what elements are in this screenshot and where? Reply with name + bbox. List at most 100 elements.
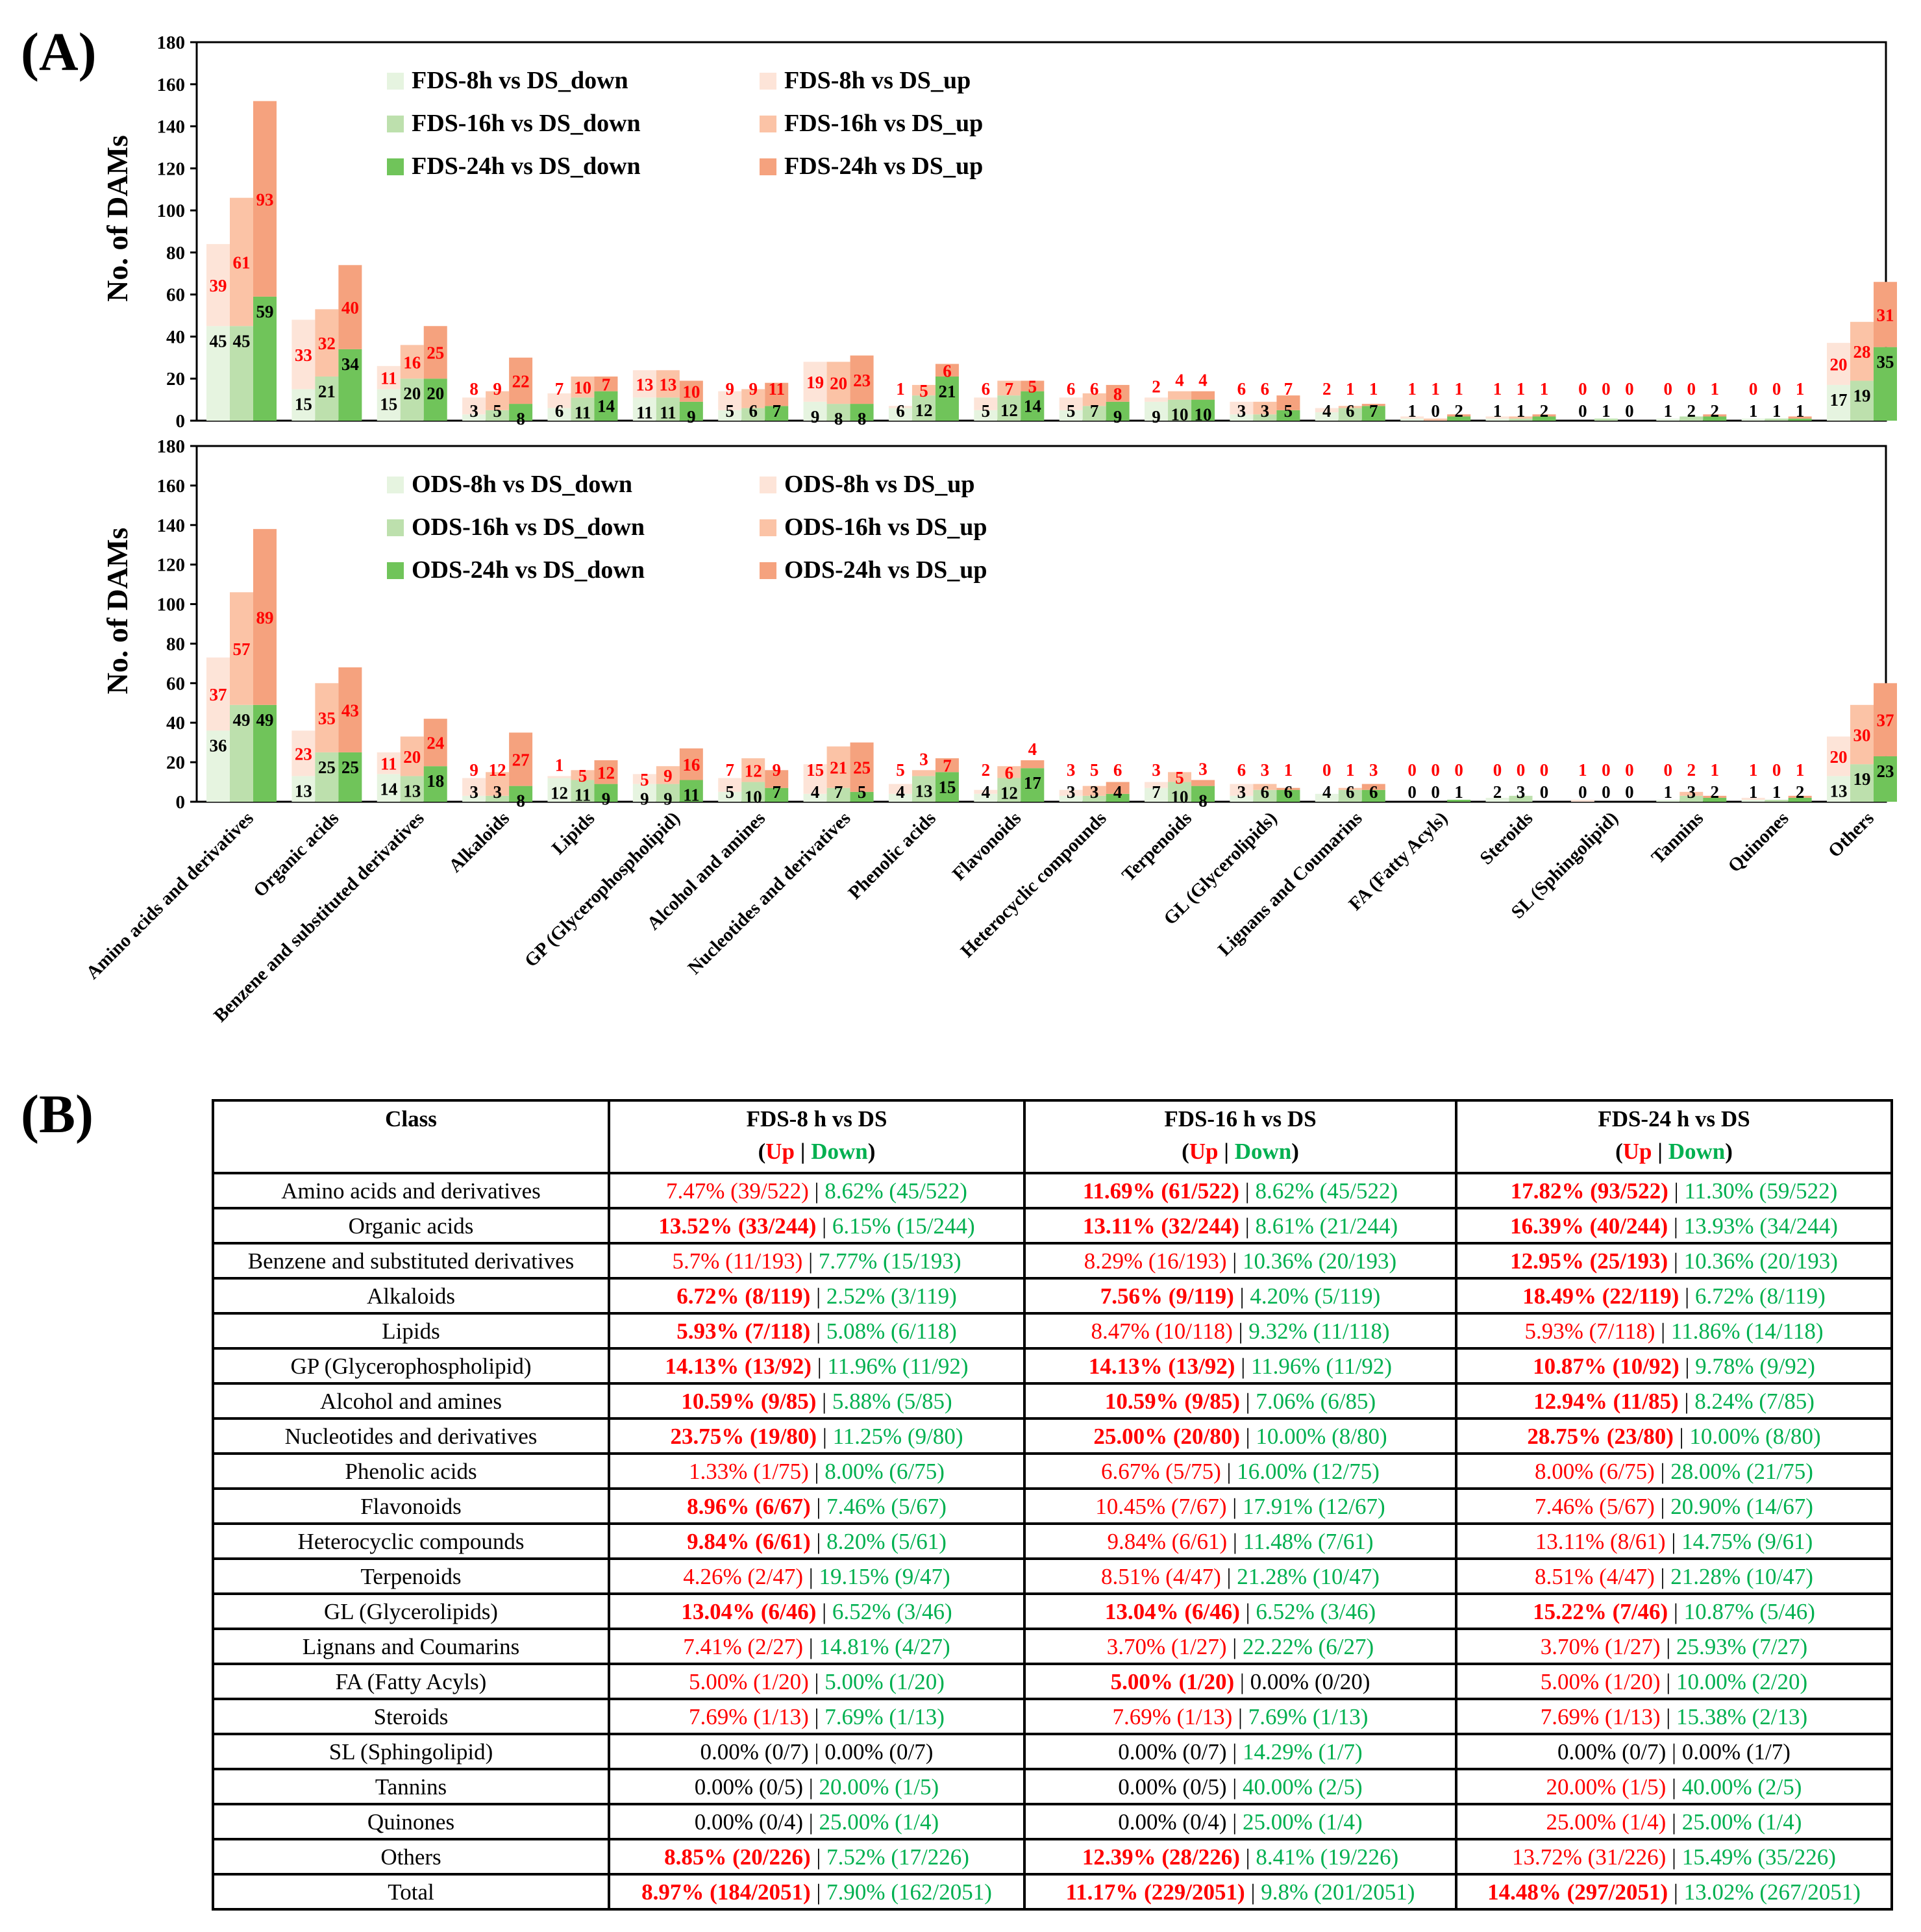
data-label-down: 7 — [772, 401, 781, 421]
separator: | — [1239, 1598, 1256, 1624]
data-label-up: 1 — [1407, 379, 1417, 399]
data-label-down: 20 — [427, 384, 444, 403]
up-value: 10.45% (7/67) — [1095, 1493, 1227, 1519]
data-label-up: 6 — [943, 361, 952, 380]
data-label-up: 5 — [1028, 377, 1037, 397]
bar-ods-down — [1485, 797, 1509, 802]
down-value: 21.28% (10/47) — [1670, 1563, 1813, 1589]
data-label-down: 1 — [1796, 401, 1805, 421]
data-label-down: 1 — [1517, 401, 1526, 421]
class-cell: GL (Glycerolipids) — [212, 1592, 610, 1630]
down-value: 6.72% (8/119) — [1694, 1283, 1826, 1309]
up-value: 0.00% (0/5) — [694, 1774, 803, 1800]
down-value: 25.00% (1/4) — [1681, 1809, 1802, 1835]
bar-ods-up — [1361, 784, 1385, 790]
separator: | — [1654, 1493, 1671, 1519]
data-label-up: 2 — [1152, 377, 1161, 396]
bar-fds-up — [291, 319, 316, 390]
bar-fds-up — [888, 406, 912, 408]
down-value: 10.87% (5/46) — [1683, 1598, 1815, 1624]
separator: | — [1660, 1668, 1676, 1694]
down-value: 28.00% (21/75) — [1670, 1458, 1813, 1484]
bar-fds-up — [718, 391, 742, 410]
data-label-up: 4 — [1198, 371, 1208, 390]
class-cell: Steroids — [212, 1698, 610, 1735]
data-label-down: 5 — [725, 782, 734, 802]
bar-ods-down — [826, 787, 850, 802]
up-value: 7.41% (2/27) — [683, 1633, 803, 1659]
up-value: 12.95% (25/193) — [1510, 1248, 1668, 1274]
bar-fds-down — [656, 397, 680, 421]
data-label-down: 2 — [1687, 401, 1696, 421]
value-cell: 13.04% (6/46) | 6.52% (3/46) — [608, 1592, 1026, 1630]
data-label-down: 4 — [1322, 401, 1332, 421]
data-label-down: 9 — [1152, 407, 1161, 427]
down-value: 9.78% (9/92) — [1695, 1353, 1815, 1379]
table-row: Organic acids 13.52% (33/244) | 6.15% (15… — [212, 1207, 1893, 1245]
bar-fds-down — [1850, 380, 1874, 421]
bar-fds-down — [1509, 418, 1533, 421]
down-value: 0.00% (0/20) — [1250, 1668, 1370, 1694]
up-value: 10.87% (10/92) — [1533, 1353, 1679, 1379]
up-value: 13.04% (6/46) — [1104, 1598, 1240, 1624]
separator: | — [1227, 1528, 1243, 1554]
data-label-down: 3 — [1517, 782, 1526, 802]
bar-fds-down — [1276, 410, 1300, 421]
legend-label: ODS-8h vs DS_down — [412, 471, 632, 498]
bar-fds-up — [253, 101, 277, 297]
data-label-up: 3 — [919, 749, 928, 769]
bar-fds-up — [547, 393, 571, 408]
value-cell: 7.69% (1/13) | 15.38% (2/13) — [1455, 1698, 1893, 1735]
down-value: 2.52% (3/119) — [826, 1283, 957, 1309]
separator: | — [1665, 1528, 1682, 1554]
up-value: 0.00% (0/4) — [694, 1809, 803, 1835]
bar-ods-up — [656, 766, 680, 784]
data-label-down: 36 — [210, 736, 227, 755]
bar-ods-up — [974, 789, 998, 794]
up-value: 14.13% (13/92) — [665, 1353, 812, 1379]
data-label-up: 3 — [1369, 760, 1378, 780]
bar-fds-down — [679, 401, 703, 421]
data-label-up: 9 — [663, 766, 673, 786]
bar-fds-down — [888, 408, 912, 421]
bar-fds-up — [974, 397, 998, 410]
class-cell: Amino acids and derivatives — [212, 1172, 610, 1209]
up-value: 8.96% (6/67) — [687, 1493, 811, 1519]
data-label-up: 20 — [1830, 355, 1848, 375]
value-cell: 5.7% (11/193) | 7.77% (15/193) — [608, 1242, 1026, 1280]
separator: | — [1679, 1353, 1696, 1379]
value-cell: 9.84% (6/61) | 11.48% (7/61) — [1023, 1522, 1457, 1560]
data-label-down: 49 — [233, 710, 251, 730]
data-label-down: 11 — [575, 786, 591, 805]
separator: | — [1239, 1844, 1256, 1870]
bar-fds-down — [1827, 384, 1850, 421]
value-cell: 6.72% (8/119) | 2.52% (3/119) — [608, 1277, 1026, 1315]
y-tick-label-fds: 0 — [176, 411, 186, 432]
separator: | — [1668, 1598, 1684, 1624]
separator: | — [1226, 1809, 1243, 1835]
separator: | — [1226, 1739, 1243, 1765]
value-cell: 14.13% (13/92) | 11.96% (11/92) — [1023, 1347, 1457, 1385]
y-tick-label-fds: 60 — [166, 285, 185, 306]
down-value: 6.52% (3/46) — [832, 1598, 952, 1624]
up-value: 5.00% (1/20) — [1110, 1668, 1235, 1694]
bar-ods-up — [935, 758, 959, 773]
down-value: 0.00% (0/7) — [824, 1739, 934, 1765]
up-value: 25.00% (20/80) — [1093, 1423, 1240, 1449]
y-tick-label-ods: 160 — [157, 476, 186, 497]
up-value: 5.93% (7/118) — [676, 1318, 811, 1344]
data-label-down: 2 — [1540, 401, 1549, 421]
data-label-up: 1 — [1454, 379, 1463, 399]
value-cell: 5.93% (7/118) | 11.86% (14/118) — [1455, 1312, 1893, 1350]
data-label-up: 1 — [896, 379, 905, 399]
data-label-down: 3 — [1237, 401, 1246, 421]
data-label-down: 3 — [1261, 401, 1270, 421]
data-label-up: 93 — [256, 190, 274, 209]
bar-ods-up — [462, 778, 486, 796]
separator: | — [1679, 1283, 1695, 1309]
bar-fds-up — [1168, 391, 1192, 400]
up-value: 16.39% (40/244) — [1510, 1213, 1668, 1239]
legend-swatch — [760, 519, 776, 536]
bar-fds-down — [1679, 416, 1704, 421]
value-cell: 25.00% (1/4) | 25.00% (1/4) — [1455, 1803, 1893, 1840]
